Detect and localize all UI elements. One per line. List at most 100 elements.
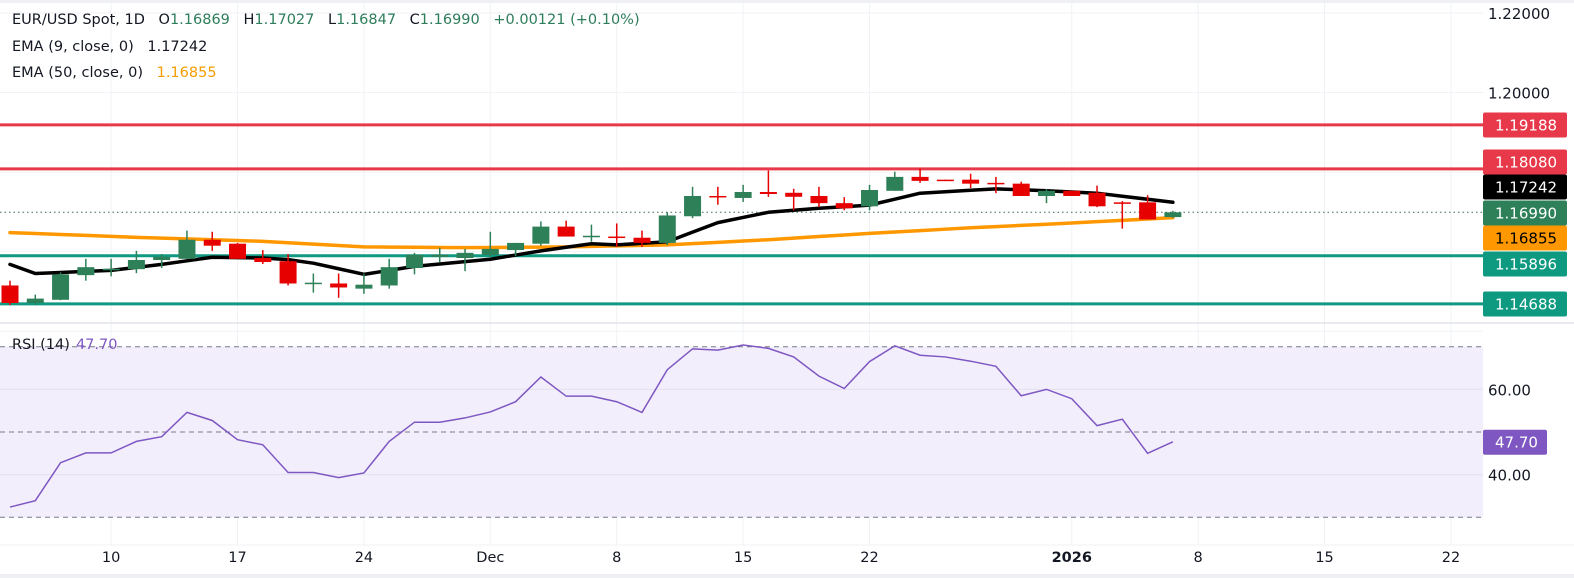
candle-body-down <box>557 226 575 237</box>
ema9-value: 1.17242 <box>147 39 208 55</box>
open-value: 1.16869 <box>169 12 230 28</box>
candle-body-down <box>608 236 626 239</box>
candle-body-up <box>456 252 474 259</box>
time-axis-tick-label: 2026 <box>1052 550 1092 566</box>
symbol-legend: EUR/USD Spot, 1D O1.16869 H1.17027 L1.16… <box>12 12 640 28</box>
time-axis-tick-label: 15 <box>1315 550 1333 566</box>
price-label-ema50: 1.16855 <box>1495 230 1557 248</box>
price-label-box-up <box>1483 200 1567 226</box>
rsi-legend[interactable]: RSI (14) 47.70 <box>12 337 117 353</box>
price-label-ema9: 1.17242 <box>1495 179 1557 197</box>
candle-body-up <box>77 267 95 276</box>
price-axis-tick-label: 1.22000 <box>1488 5 1550 23</box>
candle-body-down <box>1063 190 1081 196</box>
candle-body-up <box>431 254 449 257</box>
low-label: L <box>328 12 337 28</box>
rsi-axis-tick-label: 40.00 <box>1488 467 1531 485</box>
price-label-box-ema50 <box>1483 225 1567 251</box>
time-axis-tick-label: 8 <box>1194 550 1203 566</box>
price-label-box-resistance <box>1483 112 1567 138</box>
candle-body-down <box>835 203 853 209</box>
rsi-axis-tick-label: 60.00 <box>1488 381 1531 399</box>
high-value: 1.17027 <box>254 12 315 28</box>
ema50-legend[interactable]: EMA (50, close, 0) 1.16855 <box>12 65 217 81</box>
ema50-line <box>8 215 1175 250</box>
candle-body-up <box>658 215 676 243</box>
candle-body-down <box>229 243 247 259</box>
time-axis-tick-label: 22 <box>860 550 878 566</box>
candle-body-up <box>582 235 600 238</box>
top-border <box>0 0 1574 3</box>
candle-body-up <box>26 298 44 303</box>
candle-body-up <box>127 260 145 270</box>
symbol-title: EUR/USD Spot, 1D <box>12 12 145 28</box>
time-axis-tick-label: Dec <box>476 550 504 566</box>
time-axis[interactable] <box>0 545 1574 578</box>
ema9-line <box>8 187 1175 277</box>
candle-body-up <box>1164 212 1182 218</box>
candle-body-up <box>886 176 904 191</box>
price-label-resistance: 1.19188 <box>1495 117 1557 135</box>
time-axis-tick-label: 8 <box>612 550 621 566</box>
bottom-border <box>0 574 1574 578</box>
time-axis-tick-label: 24 <box>355 550 373 566</box>
candle-body-up <box>507 242 525 251</box>
candle-body-up <box>684 195 702 217</box>
price-axis-tick-label: 1.20000 <box>1488 85 1550 103</box>
time-axis-tick-label: 22 <box>1442 550 1460 566</box>
candle-body-down <box>987 182 1005 185</box>
ema9-legend[interactable]: EMA (9, close, 0) 1.17242 <box>12 39 207 55</box>
candle-body-up <box>304 282 322 285</box>
time-axis-tick-label: 15 <box>734 550 752 566</box>
price-label-box-support <box>1483 291 1567 317</box>
time-axis-tick-label: 10 <box>102 550 120 566</box>
candle-body-down <box>1012 183 1030 196</box>
time-axis-tick-label: 17 <box>228 550 246 566</box>
candle-body-down <box>633 237 651 243</box>
candle-body-up <box>405 254 423 268</box>
price-label-box-resistance <box>1483 149 1567 175</box>
close-label: C <box>409 12 420 28</box>
rsi-label: RSI (14) <box>12 337 70 353</box>
candle-body-down <box>962 179 980 184</box>
candle-body-down <box>254 258 272 263</box>
candle-body-down <box>936 179 954 182</box>
candle-body-up <box>532 226 550 244</box>
candle-body-down <box>759 191 777 194</box>
candle-body-up <box>481 248 499 255</box>
candle-body-down <box>279 261 297 284</box>
close-value: 1.16990 <box>419 12 480 28</box>
candle-body-down <box>785 192 803 197</box>
price-label-support: 1.15896 <box>1495 256 1557 274</box>
candle-body-down <box>911 176 929 181</box>
candle-body-up <box>153 256 171 261</box>
low-value: 1.16847 <box>336 12 397 28</box>
ema50-label: EMA (50, close, 0) <box>12 65 143 81</box>
candle-body-down <box>330 283 348 288</box>
candle-body-down <box>709 195 727 198</box>
candle-body-up <box>861 190 879 207</box>
rsi-value-label: 47.70 <box>1495 433 1538 451</box>
candle-body-down <box>1 285 19 303</box>
ema9-label: EMA (9, close, 0) <box>12 39 134 55</box>
price-label-resistance: 1.18080 <box>1495 154 1557 172</box>
candle-body-up <box>734 191 752 198</box>
candle-body-up <box>102 268 120 271</box>
price-label-box-support <box>1483 251 1567 277</box>
high-label: H <box>243 12 255 28</box>
price-label-support: 1.14688 <box>1495 296 1557 314</box>
candle-body-down <box>203 239 221 246</box>
rsi-line <box>9 344 1174 508</box>
candle-body-up <box>178 239 196 259</box>
candle-body-down <box>1113 202 1131 204</box>
open-label: O <box>158 12 170 28</box>
candle-body-up <box>1037 190 1055 196</box>
candle-body-up <box>52 274 70 300</box>
ema50-value: 1.16855 <box>156 65 217 81</box>
rsi-value: 47.70 <box>75 337 118 353</box>
change-value: +0.00121 (+0.10%) <box>493 12 640 28</box>
rsi-value-label-box <box>1483 429 1547 455</box>
candle-body-down <box>1139 202 1157 220</box>
price-label-box-ema9 <box>1483 174 1567 200</box>
